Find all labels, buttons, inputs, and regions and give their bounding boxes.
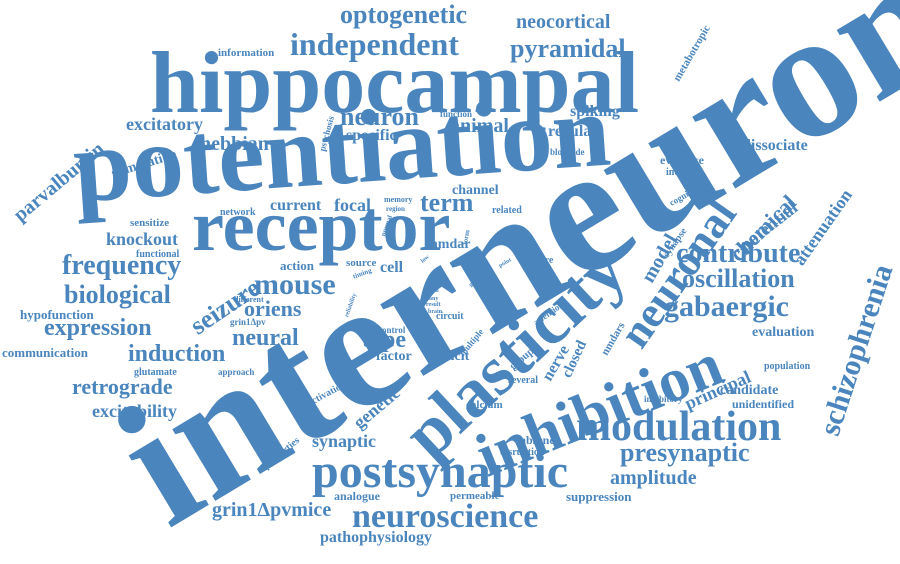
word-optogenetic: optogenetic — [340, 0, 468, 29]
word-factor: factor — [376, 349, 412, 364]
word-contribute: contribute — [676, 238, 801, 269]
word-hebbian: hebbian — [200, 133, 269, 155]
word-hippocampal: hippocampal — [150, 35, 640, 132]
word-brain: brain — [428, 309, 443, 315]
word-oscillation: oscillation — [682, 264, 795, 293]
word-term: term — [420, 188, 474, 217]
word-cell: cell — [380, 259, 404, 276]
word-role: role — [452, 257, 467, 267]
word-receptor: receptor — [192, 186, 451, 266]
word-hypofunction: hypofunction — [20, 307, 94, 322]
word-analogue: analogue — [334, 489, 381, 503]
word-evaluation: evaluation — [752, 325, 815, 340]
word-train: train — [426, 288, 439, 294]
word-control: control — [378, 325, 406, 335]
word-absence: absence — [520, 433, 560, 447]
word-suppression: suppression — [566, 489, 632, 504]
word-excitability: excitability — [92, 401, 177, 421]
word-approach: approach — [218, 367, 255, 377]
word-dissociate: dissociate — [742, 137, 808, 154]
word-several: several — [508, 375, 538, 386]
word-pathophysiology: pathophysiology — [320, 529, 433, 546]
word-deficit: deficit — [432, 349, 470, 364]
word-region: region — [386, 205, 405, 213]
word-functional: functional — [136, 249, 180, 260]
word-nmdars: nmdars — [599, 320, 628, 358]
word-synaptic: synaptic — [312, 431, 377, 451]
word-different: different — [234, 295, 264, 304]
word-related: related — [492, 205, 522, 216]
word-information: information — [218, 47, 275, 59]
word-require: require — [522, 255, 554, 266]
word-effect: effect — [482, 295, 506, 306]
word-memory: memory — [384, 195, 413, 204]
word-grin1dpv: grin1Δpv — [230, 317, 266, 327]
word-regular: regular — [548, 123, 599, 140]
word-oriens: oriens — [244, 296, 302, 321]
word-sensitize: sensitize — [130, 217, 170, 229]
word-schizophrenia: schizophrenia — [813, 260, 900, 440]
word-frequency: frequency — [62, 250, 182, 281]
word-glutamate: glutamate — [134, 367, 177, 378]
word-blockade: blockade — [550, 147, 585, 157]
word-function: function — [440, 109, 473, 119]
word-independent: independent — [290, 26, 459, 62]
word-neuroscience: neuroscience — [352, 498, 539, 535]
word-neocortical: neocortical — [516, 11, 611, 33]
word-mouse: mouse — [254, 268, 336, 301]
word-candidate: candidate — [720, 383, 779, 398]
word-loop: loop — [478, 283, 495, 293]
word-network: network — [220, 207, 256, 218]
word-knockout: knockout — [106, 229, 179, 249]
word-result: result — [426, 302, 441, 308]
word-retrograde: retrograde — [72, 374, 173, 399]
word-expression: expression — [44, 315, 152, 341]
word-presynaptic: presynaptic — [620, 438, 750, 467]
word-neural: neural — [232, 325, 299, 351]
word-many: many — [424, 296, 439, 302]
word-communication: communication — [2, 345, 88, 360]
word-unidentified: unidentified — [732, 397, 795, 411]
word-grin1dpvmice: grin1Δpvmice — [212, 499, 332, 521]
word-nmdar: nmdar — [430, 237, 471, 252]
word-biological: biological — [64, 280, 171, 309]
word-circuit: circuit — [436, 311, 464, 322]
word-spiking: spiking — [570, 103, 620, 120]
word-induction: induction — [128, 341, 226, 367]
word-permeable: permeable — [450, 490, 500, 502]
word-pyramidal: pyramidal — [510, 34, 626, 63]
word-channel: channel — [452, 183, 499, 198]
word-modulation: modulation — [576, 404, 782, 450]
word-type: type — [362, 327, 406, 353]
word-excitatory: excitatory — [126, 114, 203, 134]
word-current: current — [270, 197, 322, 214]
word-specific: specific — [346, 127, 397, 144]
word-amplitude: amplitude — [610, 467, 697, 489]
word-action: action — [280, 258, 314, 273]
word-population: population — [764, 361, 811, 372]
word-neuron: neuron — [340, 102, 419, 131]
word-inhibitory: inhibitory — [644, 394, 683, 404]
word-calcium: calcium — [466, 399, 503, 411]
word-postsynaptic: postsynaptic — [312, 445, 569, 498]
word-disruption: disruption — [500, 447, 545, 458]
word-induced: induced — [666, 167, 700, 178]
word-evidence: evidence — [660, 153, 704, 167]
word-animal: animal — [450, 115, 509, 137]
word-gabaergic: gabaergic — [664, 290, 789, 323]
word-source: source — [346, 257, 377, 269]
word-focal: focal — [334, 195, 371, 215]
